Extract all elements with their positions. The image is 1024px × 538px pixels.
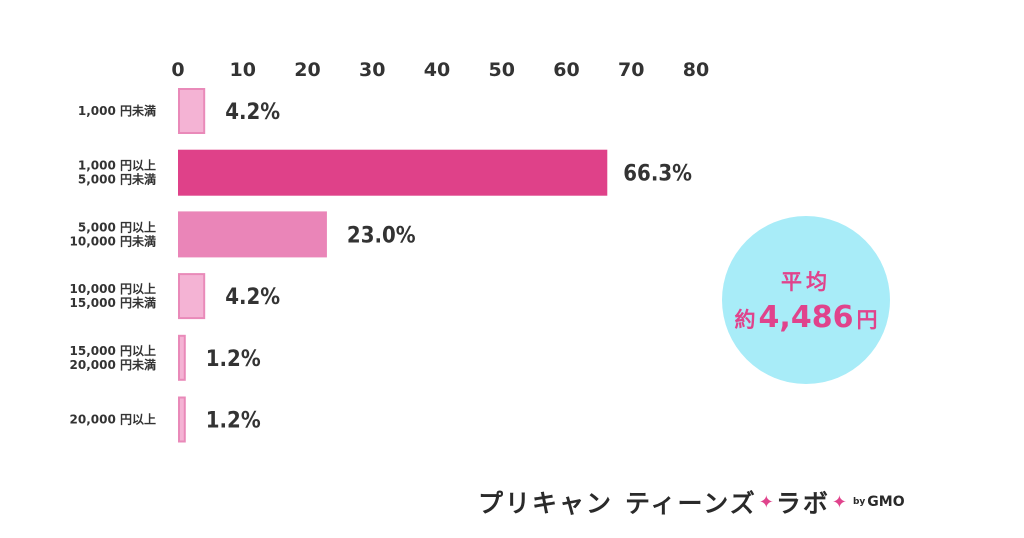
value-label: 23.0% [347,223,416,248]
category-label: 20,000 円以上 [70,412,157,427]
average-number: 4,486 [758,299,854,335]
bars [178,88,608,443]
sparkle-icon: ✦ [831,491,847,513]
average-prefix: 約 [734,307,756,332]
brand-name-part2: ティーンズ [625,489,757,518]
value-label: 4.2% [225,100,280,125]
x-tick-label: 10 [230,59,256,81]
value-label: 1.2% [206,409,261,434]
brand-name-part1: プリキャン [478,489,614,518]
average-title: 平均 [781,269,831,294]
x-tick-label: 30 [359,59,385,81]
average-badge: 平均 約 4,486 円 [722,216,890,384]
category-label: 1,000 円以上 [78,158,156,173]
x-tick-label: 20 [294,59,320,81]
x-tick-label: 50 [489,59,515,81]
brand-company: GMO [867,494,905,510]
category-label: 15,000 円以上 [70,343,157,358]
brand-logo: プリキャン ティーンズ ✦ ラボ ✦ by GMO [478,484,905,520]
x-tick-label: 40 [424,59,450,81]
brand-name-part3: ラボ [775,489,830,518]
bar [178,273,206,320]
category-label: 1,000 円未満 [78,103,156,118]
sparkle-icon: ✦ [758,491,774,513]
category-label: 10,000 円以上 [70,281,157,296]
category-label: 15,000 円未満 [70,295,157,310]
average-unit: 円 [856,307,878,332]
bar [178,334,186,381]
x-tick-label: 0 [171,59,184,81]
category-label: 10,000 円未満 [70,233,157,248]
x-axis-ticks: 0 10 20 30 40 50 60 70 80 [171,59,709,81]
average-value-row: 約 4,486 円 [735,300,878,335]
brand-by: by [852,497,866,507]
category-label: 5,000 円以上 [78,219,156,234]
bar [178,88,206,134]
bar [178,396,186,443]
value-label: 4.2% [225,285,280,310]
x-tick-label: 80 [683,59,709,81]
category-label: 5,000 円未満 [78,172,156,187]
bar [178,211,327,258]
category-label: 20,000 円未満 [70,357,157,372]
value-label: 1.2% [206,347,261,372]
x-tick-label: 60 [553,59,579,81]
x-tick-label: 70 [618,59,644,81]
value-labels: 4.2% 66.3% 23.0% 4.2% 1.2% 1.2% [206,100,692,434]
value-label: 66.3% [623,162,692,187]
bar [178,149,608,196]
